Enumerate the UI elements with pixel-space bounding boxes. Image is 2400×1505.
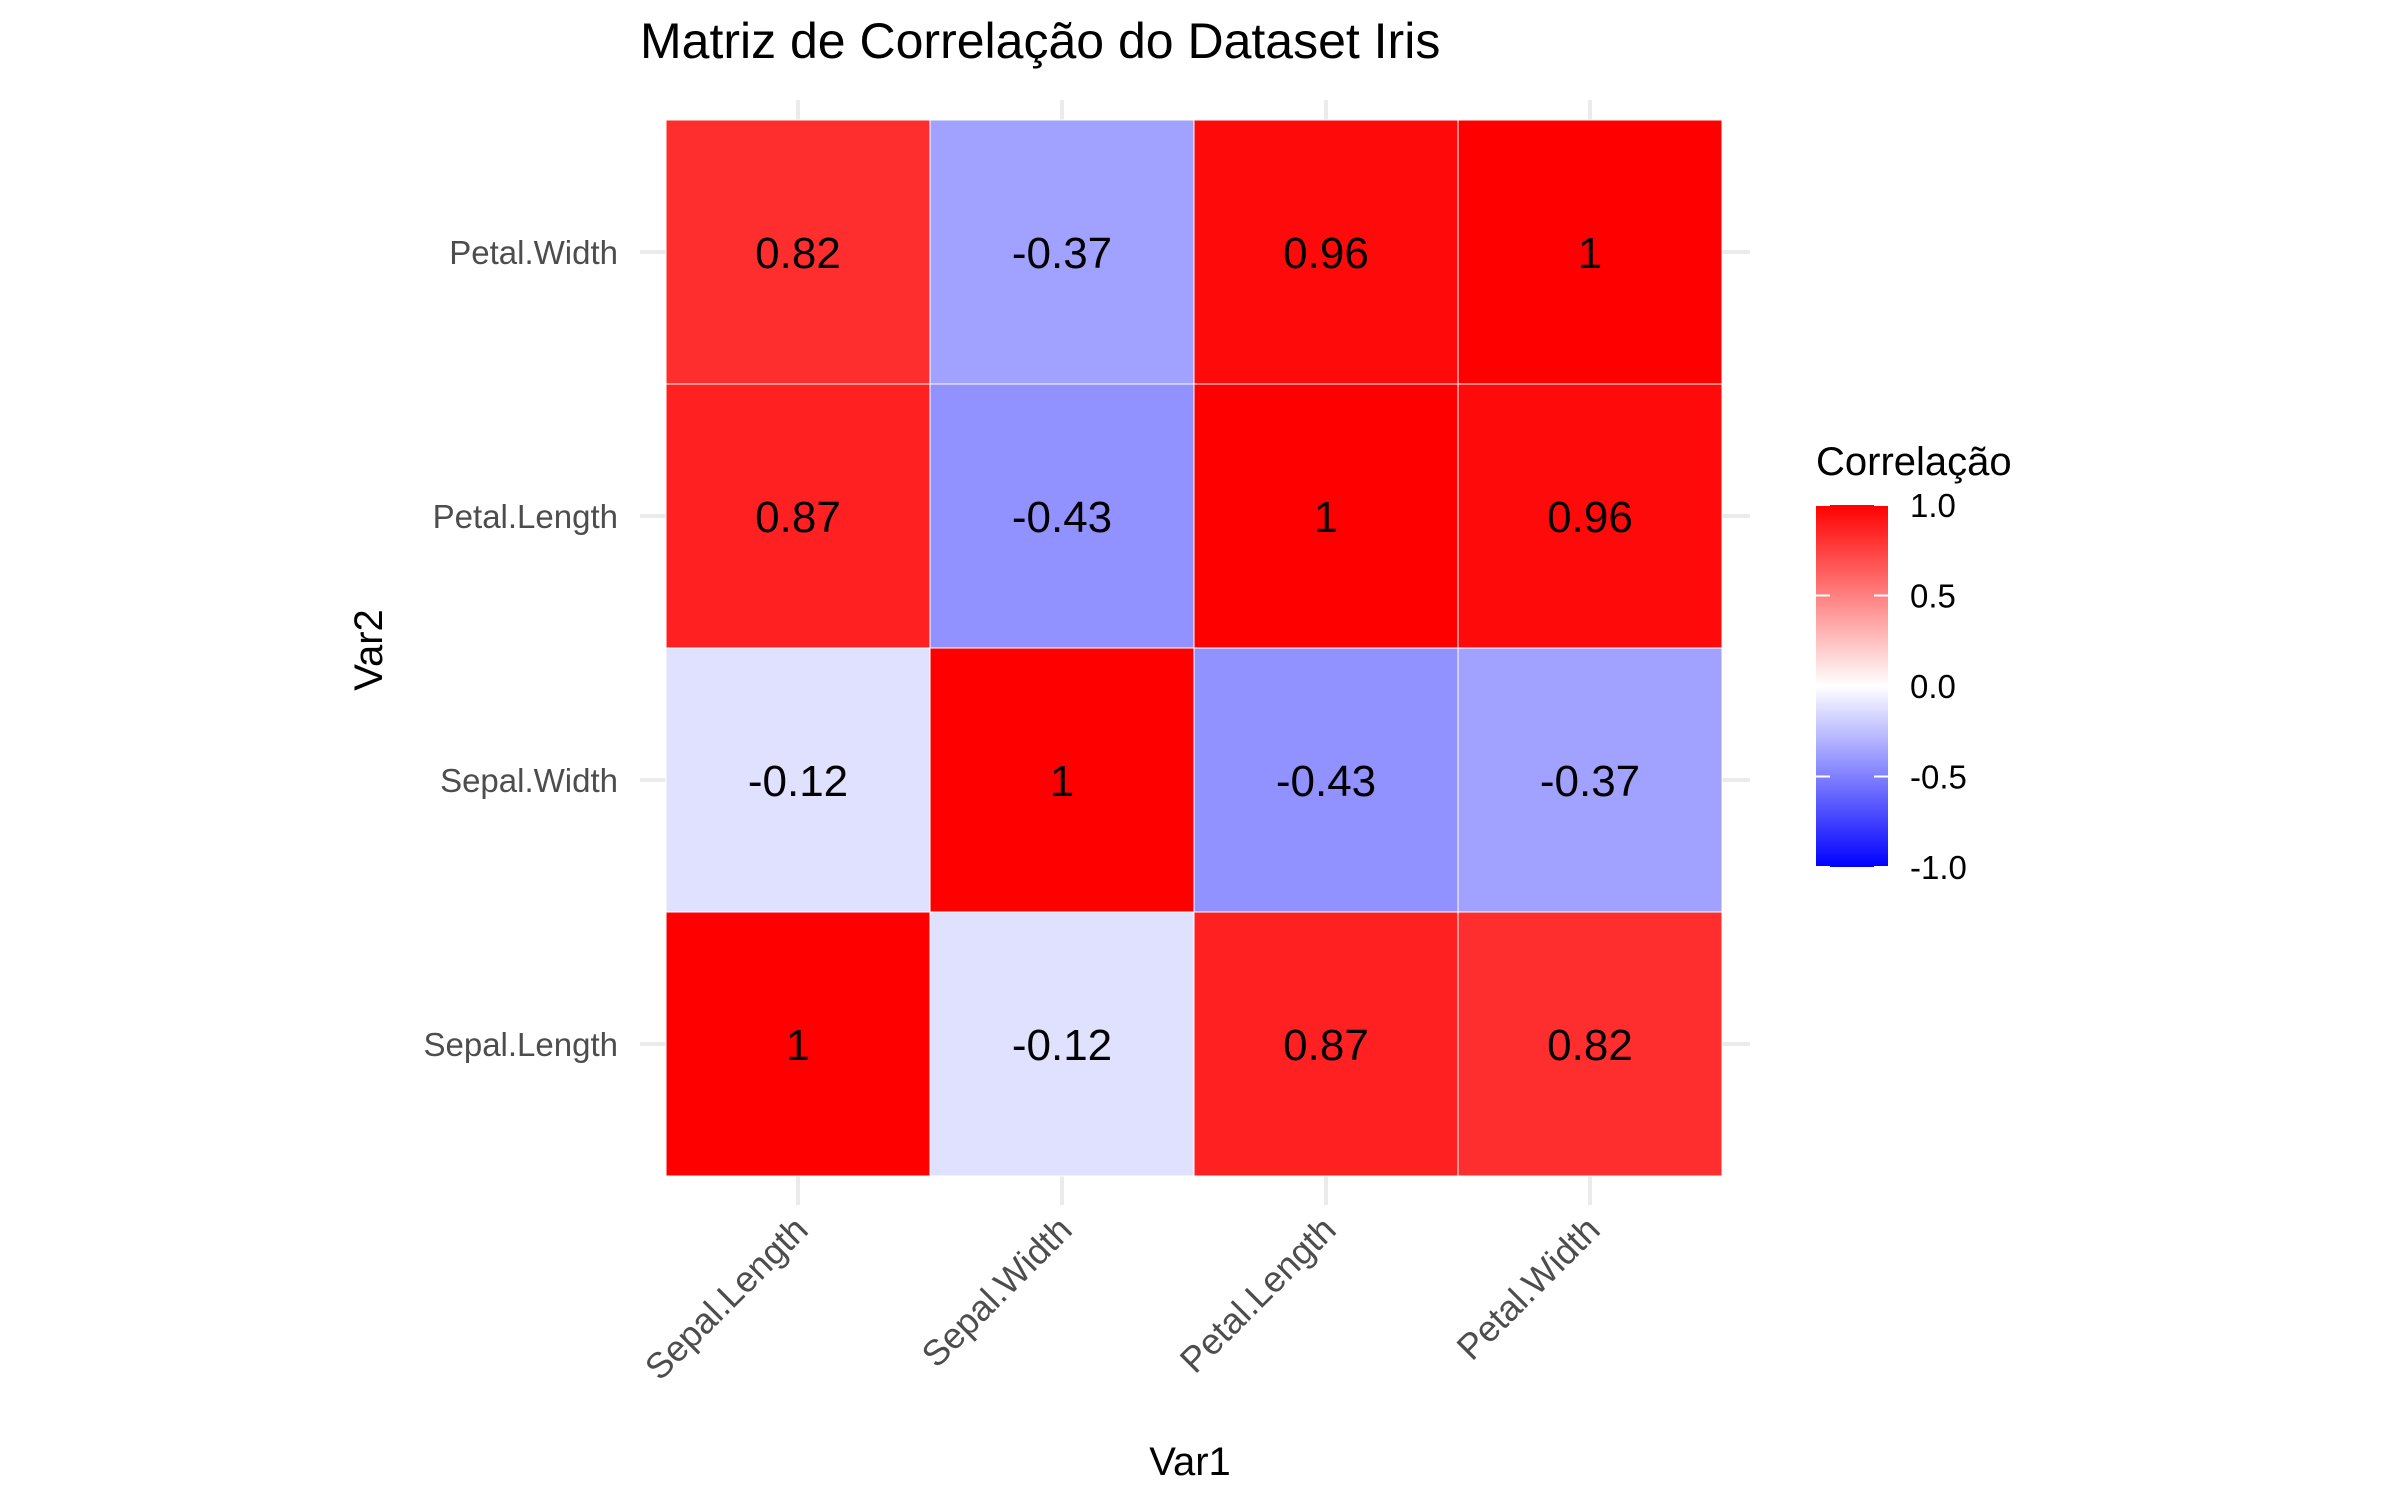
cell-value-label: 1 <box>786 1021 810 1070</box>
legend-tick-label: 0.0 <box>1910 668 1956 705</box>
heatmap-cell <box>1193 119 1459 385</box>
x-tick-label: Petal.Length <box>1172 1209 1344 1381</box>
cell-value-label: -0.12 <box>748 757 848 806</box>
cell-value-label: -0.12 <box>1012 1021 1112 1070</box>
x-tick-label: Sepal.Length <box>637 1209 816 1388</box>
heatmap-cell <box>665 911 931 1177</box>
heatmap-cell <box>665 647 931 913</box>
heatmap-cell <box>929 647 1195 913</box>
cell-value-label: -0.37 <box>1540 757 1640 806</box>
legend-tick-label: -0.5 <box>1910 759 1967 796</box>
cell-value-label: 1 <box>1050 757 1074 806</box>
chart-title: Matriz de Correlação do Dataset Iris <box>640 13 1440 69</box>
cell-value-label: 0.87 <box>755 493 841 542</box>
cell-value-label: 1 <box>1578 229 1602 278</box>
legend-tick-label: 1.0 <box>1910 487 1956 524</box>
y-axis-title: Var2 <box>347 609 391 691</box>
legend-title: Correlação <box>1816 440 2012 484</box>
y-tick-label: Petal.Length <box>433 498 618 535</box>
cell-value-label: -0.43 <box>1276 757 1376 806</box>
heatmap-cell <box>1457 647 1723 913</box>
x-tick-label: Sepal.Width <box>913 1209 1079 1375</box>
heatmap-cell <box>665 119 931 385</box>
heatmap-cell <box>1457 119 1723 385</box>
cell-value-label: 0.96 <box>1547 493 1633 542</box>
heatmap-cell <box>665 383 931 649</box>
cell-value-label: 0.82 <box>1547 1021 1633 1070</box>
heatmap-cell <box>929 911 1195 1177</box>
heatmap-cell <box>1457 911 1723 1177</box>
cell-value-label: -0.37 <box>1012 229 1112 278</box>
cell-value-label: 0.87 <box>1283 1021 1369 1070</box>
y-tick-label: Petal.Width <box>449 234 618 271</box>
cell-value-label: -0.43 <box>1012 493 1112 542</box>
x-tick-label: Petal.Width <box>1449 1209 1608 1368</box>
cell-value-label: 0.82 <box>755 229 841 278</box>
heatmap-cell <box>929 119 1195 385</box>
heatmap-cell <box>1457 383 1723 649</box>
y-tick-label: Sepal.Width <box>440 762 618 799</box>
x-axis-title: Var1 <box>1149 1440 1231 1484</box>
heatmap-cell <box>1193 383 1459 649</box>
y-tick-label: Sepal.Length <box>423 1026 618 1063</box>
cell-value-label: 1 <box>1314 493 1338 542</box>
heatmap-cell <box>1193 911 1459 1177</box>
cell-value-label: 0.96 <box>1283 229 1369 278</box>
legend-tick-label: 0.5 <box>1910 578 1956 615</box>
legend-tick-label: -1.0 <box>1910 849 1967 886</box>
